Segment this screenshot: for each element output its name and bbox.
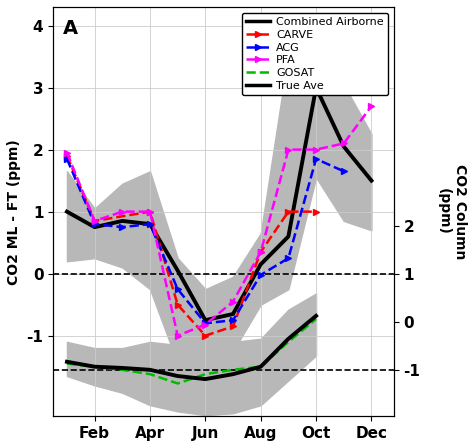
Legend: Combined Airborne, CARVE, ACG, PFA, GOSAT, True Ave: Combined Airborne, CARVE, ACG, PFA, GOSA… [242,13,388,95]
Y-axis label: CO2 ML - FT (ppm): CO2 ML - FT (ppm) [7,139,21,284]
Text: A: A [64,19,78,38]
Y-axis label: CO2 Column
(ppm): CO2 Column (ppm) [437,164,467,259]
